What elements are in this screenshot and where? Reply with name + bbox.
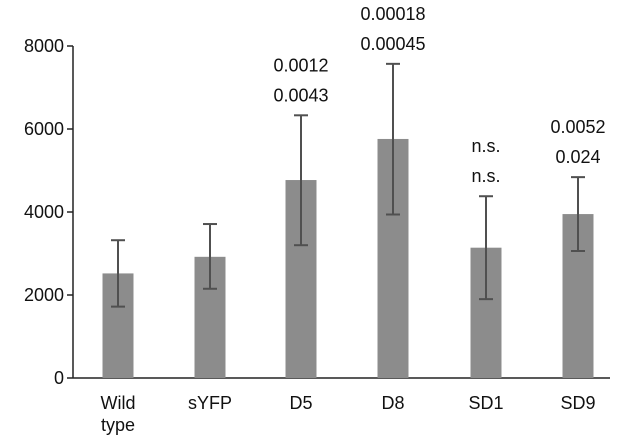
p-value-label: n.s. xyxy=(471,136,500,156)
x-tick-label: SD9 xyxy=(560,393,595,413)
p-value-label: 0.0043 xyxy=(273,85,328,105)
y-axis: 0 2000 4000 6000 8000 xyxy=(24,36,74,388)
x-axis: Wild type sYFP D5 D8 SD1 SD9 xyxy=(73,377,610,435)
p-value-label: 0.00045 xyxy=(360,34,425,54)
x-tick-label: D5 xyxy=(289,393,312,413)
error-bar xyxy=(571,176,585,253)
x-tick-label: D8 xyxy=(381,393,404,413)
error-bar xyxy=(386,62,400,216)
y-tick-label: 2000 xyxy=(24,285,64,305)
error-bars xyxy=(111,62,585,308)
x-tick-label: SD1 xyxy=(468,393,503,413)
x-tick-label: sYFP xyxy=(188,393,232,413)
error-bar xyxy=(479,195,493,301)
error-bar xyxy=(203,223,217,290)
y-tick-label: 6000 xyxy=(24,119,64,139)
p-value-label: 0.0012 xyxy=(273,55,328,75)
error-bar xyxy=(111,239,125,308)
y-tick-label: 4000 xyxy=(24,202,64,222)
bars xyxy=(102,138,594,378)
p-value-label: n.s. xyxy=(471,166,500,186)
p-value-label: 0.0052 xyxy=(550,117,605,137)
y-tick-label: 8000 xyxy=(24,36,64,56)
error-bar xyxy=(294,114,308,247)
annotations: 0.0012 0.0043 0.00018 0.00045 n.s. n.s. 0.0052… xyxy=(273,4,605,186)
y-tick-label: 0 xyxy=(54,368,64,388)
p-value-label: 0.00018 xyxy=(360,4,425,24)
p-value-label: 0.024 xyxy=(555,147,600,167)
x-tick-label: Wild type xyxy=(101,393,136,435)
